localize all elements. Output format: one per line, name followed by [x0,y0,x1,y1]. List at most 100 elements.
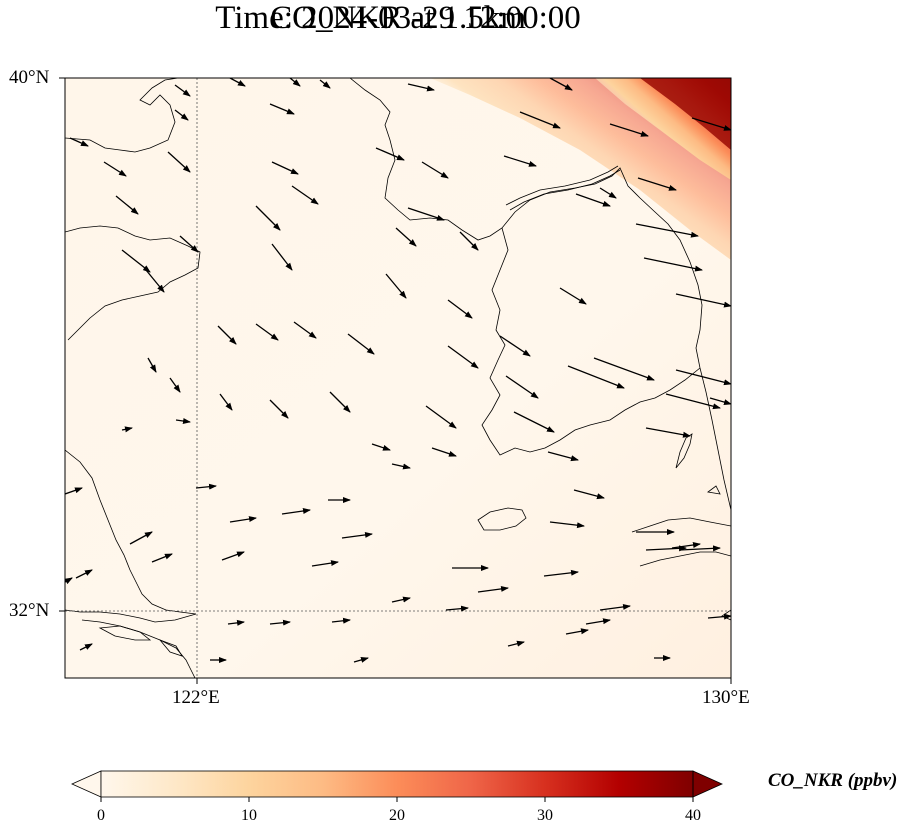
wind-vector-arrow [573,489,605,500]
wind-vector-arrow [645,545,687,552]
wind-vector-arrow [69,137,89,147]
wind-vector-arrow [121,426,133,433]
wind-vector-arrow [353,657,369,663]
colorbar-extend-max [692,770,723,798]
wind-vector-arrow [575,193,611,207]
wind-vector-arrow [565,628,589,635]
wind-vector-arrow [445,605,469,612]
wind-vector-arrow [407,83,435,92]
wind-vector-arrow [195,483,217,490]
wind-vector-arrow [281,508,311,515]
wind-vector-arrow [459,231,479,251]
wind-vector-arrow [179,235,199,253]
wind-vector-arrow [675,369,731,386]
colorbar-tick-40: 40 [685,807,701,824]
wind-vector-arrow [151,553,173,563]
wind-vector-arrow [425,405,457,429]
colorbar-tick-30: 30 [537,807,553,824]
lat-label-40n: 40°N [9,67,50,88]
wind-vector-arrow [477,585,509,593]
wind-vector-arrow [391,596,411,603]
wind-vector-arrow [709,397,731,405]
concentration-plume-peak [640,78,731,150]
wind-vector-arrow [543,569,579,577]
wind-vector-arrow [217,325,237,345]
wind-vector-arrow [447,345,479,369]
wind-vector-arrow [643,257,703,272]
wind-vector-arrow [269,103,295,115]
wind-vector-arrow [291,185,319,205]
wind-vector-arrow [559,287,587,305]
coastlines [65,78,731,678]
lon-label-122e: 122°E [172,687,220,708]
wind-vector-arrow [269,399,289,419]
wind-vector-arrow [645,427,691,438]
wind-vector-arrow [375,147,405,161]
wind-vector-arrow [319,79,331,89]
wind-vector-arrow [637,177,677,191]
wind-vector-arrow [503,155,537,167]
wind-vector-arrow [174,84,191,97]
wind-vector-arrow [169,377,181,393]
wind-vector-arrow [79,643,93,651]
wind-vector-arrow [121,249,151,273]
wind-vector-arrow [255,323,279,341]
wind-vector-arrow [175,418,191,424]
wind-vector-arrow [385,273,407,299]
wind-vector-arrow [585,618,611,625]
wind-vector-arrow [341,531,373,539]
wind-vector-arrow [447,299,473,319]
colorbar-label: CO_NKR (ppbv) [768,770,898,791]
wind-vector-arrow [289,78,301,87]
wind-vector-arrow [147,357,157,373]
title-line-2: Time: 2024-03-29 12:00:00 [215,0,581,36]
wind-vector-arrow [115,195,139,215]
wind-vector-arrow [549,78,573,91]
wind-vector-arrow [103,161,127,177]
wind-vector-arrow [635,223,699,238]
wind-vector-arrow [505,375,539,399]
wind-vector-arrow [219,393,233,411]
wind-vector-arrow [549,521,585,529]
gridlines [65,78,731,678]
wind-vector-arrow [167,151,191,173]
lat-label-32n: 32°N [9,600,50,621]
wind-vector-arrow [513,411,555,433]
wind-vector-arrow [567,365,625,389]
lon-label-130e: 130°E [702,687,750,708]
wind-vector-arrow [174,109,189,121]
wind-vector-arrow [691,117,731,131]
wind-vector-arrow [665,393,721,410]
concentration-background [65,78,731,678]
wind-vector-arrow [129,531,153,545]
wind-vector-arrow [331,617,351,624]
wind-vector-arrow [371,443,391,451]
wind-vector-arrow [293,321,317,339]
wind-vector-arrow [229,516,257,523]
wind-vector-arrow [271,243,293,271]
map-frame [64,77,732,679]
wind-vector-arrow [391,463,411,470]
wind-vector-arrow [407,207,445,221]
colorbar-tick-10: 10 [241,807,257,824]
colorbar-extend-min [71,770,102,798]
wind-vector-arrow [311,560,339,567]
wind-vector-arrow [271,161,299,175]
wind-vector-arrow [65,577,73,585]
wind-vector-arrow [227,619,245,626]
wind-vector-arrow [229,78,246,87]
wind-vector-arrow [329,391,351,413]
wind-vector-arrow [547,451,579,462]
colorbar-tick-0: 0 [97,807,105,824]
wind-vector-arrow [675,293,731,308]
wind-vector-arrow [421,161,449,179]
wind-vector-arrow [431,447,457,457]
map-field [65,78,731,678]
wind-vector-arrow [347,333,375,355]
wind-vector-arrow [707,613,731,620]
wind-vector-arrow [593,357,655,381]
wind-vector-arrow [507,640,525,647]
axis-ticks [59,77,732,684]
